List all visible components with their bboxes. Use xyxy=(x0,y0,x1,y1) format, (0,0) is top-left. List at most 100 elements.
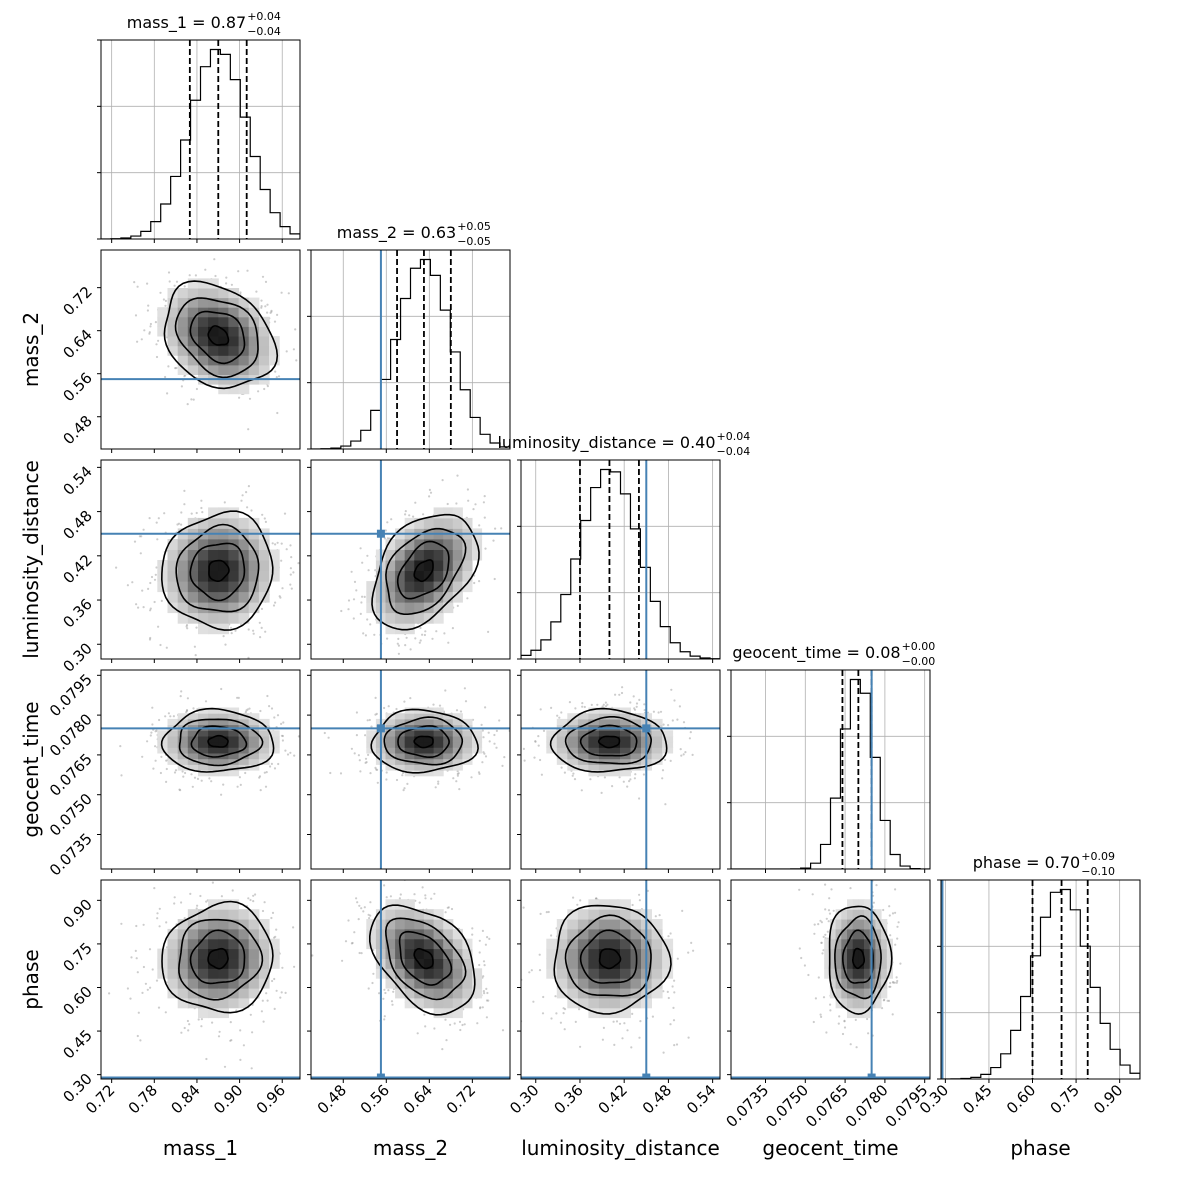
sample-point xyxy=(418,901,421,904)
sample-point xyxy=(285,548,288,551)
density-cell xyxy=(258,336,270,347)
density-cell xyxy=(385,602,396,614)
density-cell xyxy=(395,549,406,561)
sample-point xyxy=(507,710,509,712)
sample-point xyxy=(273,767,277,770)
sample-point xyxy=(154,745,157,748)
density-cell xyxy=(630,747,642,754)
panel-1-1: mass_2 = 0.63 +0.05−0.05 xyxy=(307,220,511,453)
sample-point xyxy=(290,587,293,590)
sample-point xyxy=(358,759,361,762)
sample-point xyxy=(270,916,273,920)
sample-point xyxy=(602,703,605,706)
sample-point xyxy=(159,643,162,647)
contour-line xyxy=(189,929,246,985)
density-cell xyxy=(187,602,199,614)
sample-point xyxy=(680,754,683,757)
density-cell xyxy=(258,730,270,737)
density-cell xyxy=(228,938,240,950)
sample-point xyxy=(249,898,252,902)
sample-point xyxy=(156,917,159,920)
sample-point xyxy=(292,926,295,929)
density-cell xyxy=(248,758,260,765)
sample-point xyxy=(522,747,525,750)
sample-point xyxy=(224,643,227,646)
density-cell xyxy=(198,730,209,737)
panel-frame xyxy=(310,249,511,450)
contour-line xyxy=(207,325,230,346)
sample-point xyxy=(479,1007,482,1010)
density-cell xyxy=(218,988,229,999)
sample-point xyxy=(524,989,526,991)
density-cell xyxy=(269,560,280,571)
density-cell xyxy=(662,736,674,743)
title-plus-err: +0.00 xyxy=(902,640,936,653)
sample-point xyxy=(383,1018,386,1021)
density-cell xyxy=(258,581,270,593)
title-errors: +0.04−0.04 xyxy=(247,10,281,38)
panel-content xyxy=(101,40,300,239)
density-cell xyxy=(651,736,663,743)
sample-point xyxy=(293,965,296,968)
sample-point xyxy=(115,566,118,569)
truth-marker xyxy=(376,724,385,733)
sample-point xyxy=(260,626,263,629)
density-cell xyxy=(218,938,229,950)
density-cell xyxy=(167,581,179,593)
sample-point xyxy=(194,274,197,277)
panel-frame xyxy=(100,669,301,870)
panel-content xyxy=(311,250,510,449)
sample-point xyxy=(292,348,295,351)
density-cell xyxy=(414,747,425,754)
density-cell xyxy=(238,591,250,603)
sample-point xyxy=(481,729,484,732)
density-cell xyxy=(546,730,558,737)
density-cell xyxy=(395,764,406,771)
contour-line xyxy=(413,559,434,583)
title-geocent_time: geocent_time = 0.08 xyxy=(732,643,900,663)
density-cell xyxy=(177,612,189,624)
sample-point xyxy=(682,721,686,724)
density-cell xyxy=(218,899,229,910)
sample-point xyxy=(481,761,484,764)
sample-point xyxy=(643,709,646,712)
density-cell xyxy=(218,736,229,743)
title-name: mass_2 xyxy=(337,223,397,243)
sample-point xyxy=(662,723,665,726)
density-cell xyxy=(198,560,209,571)
density-cell xyxy=(462,517,473,529)
histogram-mass_2 xyxy=(311,258,510,449)
sample-point xyxy=(149,325,152,328)
density-cell xyxy=(433,560,444,571)
density-cell xyxy=(218,336,229,347)
sample-point xyxy=(414,637,417,640)
sample-point xyxy=(154,321,157,324)
density-cell xyxy=(248,978,260,989)
sample-point xyxy=(256,877,258,879)
panel-content xyxy=(101,877,300,1079)
sample-point xyxy=(353,931,356,934)
sample-point xyxy=(635,705,638,708)
sample-point xyxy=(277,762,280,766)
sample-point xyxy=(482,751,485,754)
sample-point xyxy=(614,693,617,696)
sample-point xyxy=(450,907,454,911)
sample-point xyxy=(204,268,207,271)
density-cell xyxy=(198,517,209,529)
density-cell xyxy=(620,713,631,720)
density-cell xyxy=(423,718,434,726)
density-cell xyxy=(228,919,240,930)
sample-point xyxy=(367,753,370,756)
panel-content xyxy=(731,670,930,869)
density-cell xyxy=(472,736,483,743)
sample-point xyxy=(280,722,283,725)
density-cell xyxy=(228,968,240,979)
sample-point xyxy=(386,521,389,524)
histogram-geocent_time xyxy=(731,678,930,869)
sample-point xyxy=(581,705,584,708)
density-cell xyxy=(248,736,260,743)
density-cell xyxy=(218,591,229,603)
sample-point xyxy=(141,991,144,994)
sample-point xyxy=(434,786,437,789)
density-cell xyxy=(452,747,463,754)
